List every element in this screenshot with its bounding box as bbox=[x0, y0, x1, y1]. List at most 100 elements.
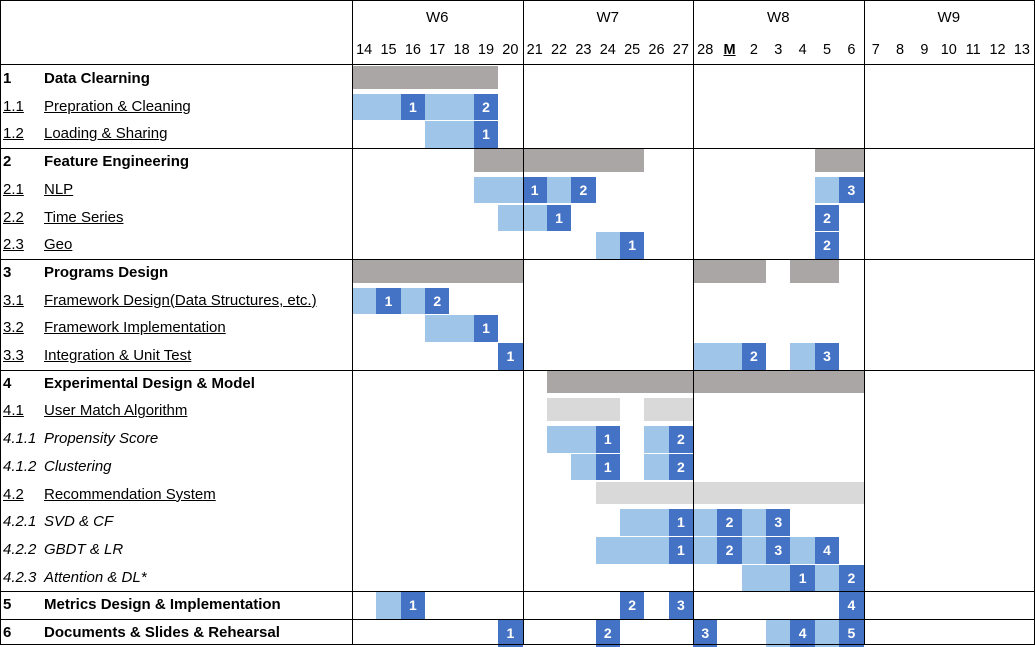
progress-bar bbox=[790, 536, 815, 564]
task-id: 4.1.1 bbox=[3, 430, 37, 448]
task-id: 4.2.1 bbox=[3, 513, 37, 531]
task-name: Geo bbox=[44, 236, 73, 254]
task-id: 3 bbox=[3, 263, 12, 281]
day-header: 3 bbox=[774, 42, 783, 58]
milestone-cell: 3 bbox=[766, 509, 791, 536]
day-header: 7 bbox=[871, 42, 880, 58]
day-header: 17 bbox=[429, 42, 446, 58]
task-id: 2.2 bbox=[3, 208, 24, 226]
task-id: 2 bbox=[3, 153, 12, 171]
task-row: 3.3 Integration & Unit Test bbox=[0, 342, 1035, 370]
task-name: SVD & CF bbox=[44, 513, 114, 531]
task-id: 1.1 bbox=[3, 97, 24, 115]
task-name: Recommendation System bbox=[44, 485, 216, 503]
task-row: 2.3 Geo bbox=[0, 231, 1035, 259]
task-id: 4.2 bbox=[3, 485, 24, 503]
task-row: 1.2 Loading & Sharing bbox=[0, 120, 1035, 148]
task-name: Programs Design bbox=[44, 263, 169, 281]
task-row: 4.1 User Match Algorithm bbox=[0, 397, 1035, 425]
milestone-cell: 3 bbox=[814, 343, 840, 370]
day-header: 16 bbox=[404, 42, 421, 58]
task-name: User Match Algorithm bbox=[44, 402, 188, 420]
task-row: 1 Data Clearning bbox=[0, 65, 1035, 93]
summary-bar bbox=[814, 149, 864, 172]
progress-bar bbox=[693, 509, 718, 536]
task-name: Data Clearning bbox=[44, 70, 150, 87]
day-header: 10 bbox=[940, 42, 957, 58]
day-header: 5 bbox=[822, 42, 832, 58]
progress-bar bbox=[498, 204, 547, 232]
day-header: 4 bbox=[798, 42, 807, 58]
milestone-cell: 4 bbox=[790, 620, 815, 647]
progress-bar bbox=[741, 536, 767, 564]
week-header: W8 bbox=[767, 9, 790, 26]
task-name: Metrics Design & Implementation bbox=[44, 596, 281, 614]
day-header: 24 bbox=[599, 42, 616, 58]
milestone-cell: 1 bbox=[376, 287, 401, 315]
subsummary-bar bbox=[546, 398, 620, 422]
task-id: 3.3 bbox=[3, 347, 24, 364]
task-id: 4.2.3 bbox=[3, 568, 37, 586]
task-row: 3.1 Framework Design(Data Structures, etc… bbox=[0, 287, 1035, 315]
progress-bar bbox=[546, 176, 572, 204]
progress-bar bbox=[425, 93, 474, 121]
progress-bar bbox=[352, 93, 401, 121]
progress-bar bbox=[814, 176, 840, 204]
progress-bar bbox=[619, 509, 669, 536]
milestone-cell: 3 bbox=[668, 592, 694, 619]
subsummary-bar bbox=[595, 481, 864, 505]
day-header: 19 bbox=[477, 42, 495, 58]
task-id: 3.2 bbox=[3, 319, 24, 337]
progress-bar bbox=[766, 620, 791, 647]
task-name: Framework Implementation bbox=[44, 319, 226, 337]
progress-bar bbox=[546, 426, 596, 453]
day-header: 28 bbox=[697, 42, 714, 58]
milestone-cell: 2 bbox=[814, 204, 840, 232]
day-header: 2 bbox=[749, 42, 758, 58]
milestone-cell: 1 bbox=[522, 176, 547, 204]
task-row: 4.2.1 SVD & CF bbox=[0, 508, 1035, 536]
day-header: 26 bbox=[648, 42, 665, 58]
day-header: 20 bbox=[502, 42, 519, 58]
task-row: 4.1.2 Clustering bbox=[0, 453, 1035, 481]
milestone-cell: 1 bbox=[473, 315, 499, 342]
milestone-cell: 1 bbox=[595, 453, 620, 481]
task-row: 2.2 Time Series bbox=[0, 204, 1035, 232]
progress-bar bbox=[741, 564, 791, 592]
task-row: 4.1.1 Propensity Score bbox=[0, 425, 1035, 453]
task-id: 6 bbox=[3, 624, 12, 641]
day-header: 12 bbox=[989, 42, 1006, 58]
progress-bar bbox=[741, 509, 767, 536]
week-divider bbox=[693, 0, 694, 645]
task-name: Prepration & Cleaning bbox=[44, 97, 191, 115]
task-name: Integration & Unit Test bbox=[44, 347, 192, 364]
progress-bar bbox=[400, 287, 426, 315]
day-header: M bbox=[723, 42, 736, 58]
task-row: 4 Experimental Design & Model bbox=[0, 370, 1035, 398]
row-divider bbox=[0, 619, 1035, 620]
summary-bar bbox=[790, 259, 840, 283]
milestone-cell: 2 bbox=[741, 343, 767, 370]
task-id: 3.1 bbox=[3, 291, 24, 309]
summary-bar bbox=[546, 370, 864, 394]
day-header: 6 bbox=[847, 42, 856, 58]
progress-bar bbox=[693, 343, 742, 370]
progress-bar bbox=[571, 453, 596, 481]
progress-bar bbox=[814, 620, 840, 647]
day-header: 9 bbox=[920, 42, 929, 58]
milestone-cell: 1 bbox=[400, 93, 426, 121]
milestone-cell: 2 bbox=[717, 509, 742, 536]
milestone-cell: 3 bbox=[766, 536, 791, 564]
left-border bbox=[0, 0, 1, 645]
row-divider bbox=[0, 370, 1035, 371]
task-id: 2.1 bbox=[3, 180, 24, 198]
progress-bar bbox=[473, 176, 523, 204]
task-id: 1 bbox=[3, 70, 12, 87]
subsummary-bar bbox=[644, 398, 694, 422]
week-header: W9 bbox=[937, 9, 961, 26]
milestone-cell: 4 bbox=[839, 592, 864, 619]
task-id: 4.2.2 bbox=[3, 540, 37, 558]
summary-bar bbox=[352, 66, 499, 89]
task-row: 6 Documents & Slides & Rehearsal bbox=[0, 619, 1035, 647]
